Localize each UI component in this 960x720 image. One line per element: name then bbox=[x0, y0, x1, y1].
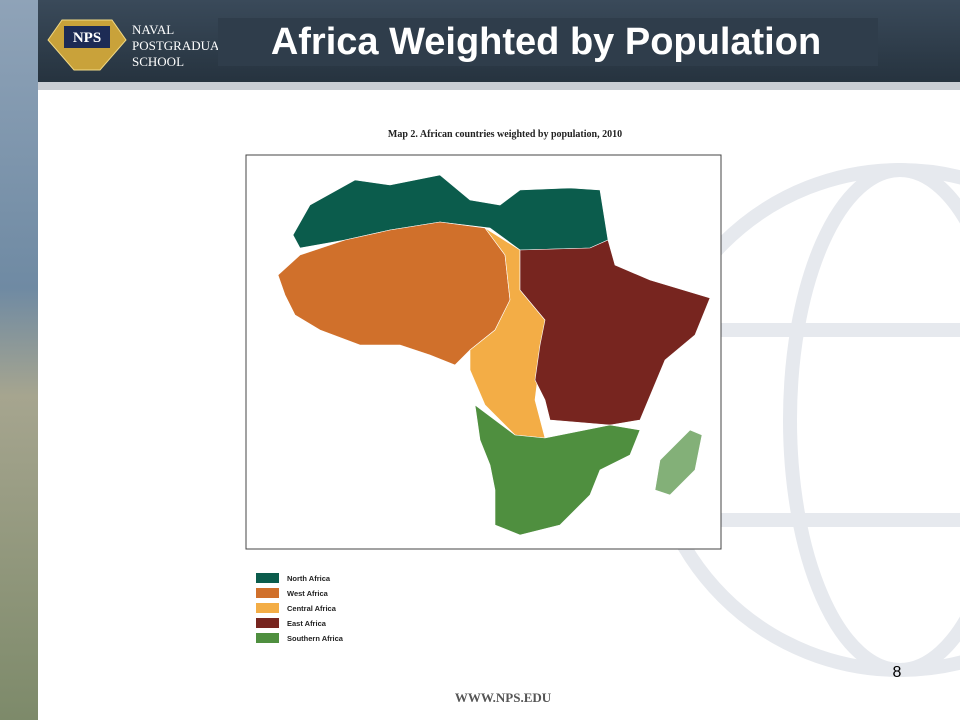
legend-label: North Africa bbox=[287, 574, 331, 583]
page-number: 8 bbox=[893, 664, 902, 681]
map bbox=[277, 174, 711, 536]
legend-label: West Africa bbox=[287, 589, 329, 598]
logo: NPS NAVAL POSTGRADUATE SCHOOL bbox=[47, 19, 234, 71]
legend-swatch bbox=[256, 603, 279, 613]
legend-swatch bbox=[256, 588, 279, 598]
legend-swatch bbox=[256, 573, 279, 583]
legend-swatch bbox=[256, 633, 279, 643]
logo-plate bbox=[64, 26, 110, 48]
logo-text: SCHOOL bbox=[132, 54, 184, 69]
logo-text: POSTGRADUATE bbox=[132, 38, 234, 53]
title-backdrop bbox=[218, 18, 878, 66]
slide-title: Africa Weighted by Population bbox=[271, 21, 821, 63]
region-madagascar bbox=[654, 429, 703, 496]
logo-text: NAVAL bbox=[132, 22, 174, 37]
header-shadow bbox=[38, 82, 960, 90]
legend-swatch bbox=[256, 618, 279, 628]
footer-url: WWW.NPS.EDU bbox=[455, 690, 552, 705]
logo-emblem: NPS bbox=[73, 30, 101, 46]
legend-label: Southern Africa bbox=[287, 634, 344, 643]
map-caption: Map 2. African countries weighted by pop… bbox=[388, 129, 622, 140]
region-southern bbox=[474, 404, 641, 536]
legend-label: East Africa bbox=[287, 619, 327, 628]
region-east bbox=[519, 239, 711, 426]
legend-label: Central Africa bbox=[287, 604, 337, 613]
photo-strip bbox=[0, 0, 38, 720]
legend: North Africa West Africa Central Africa Eas… bbox=[256, 573, 344, 643]
